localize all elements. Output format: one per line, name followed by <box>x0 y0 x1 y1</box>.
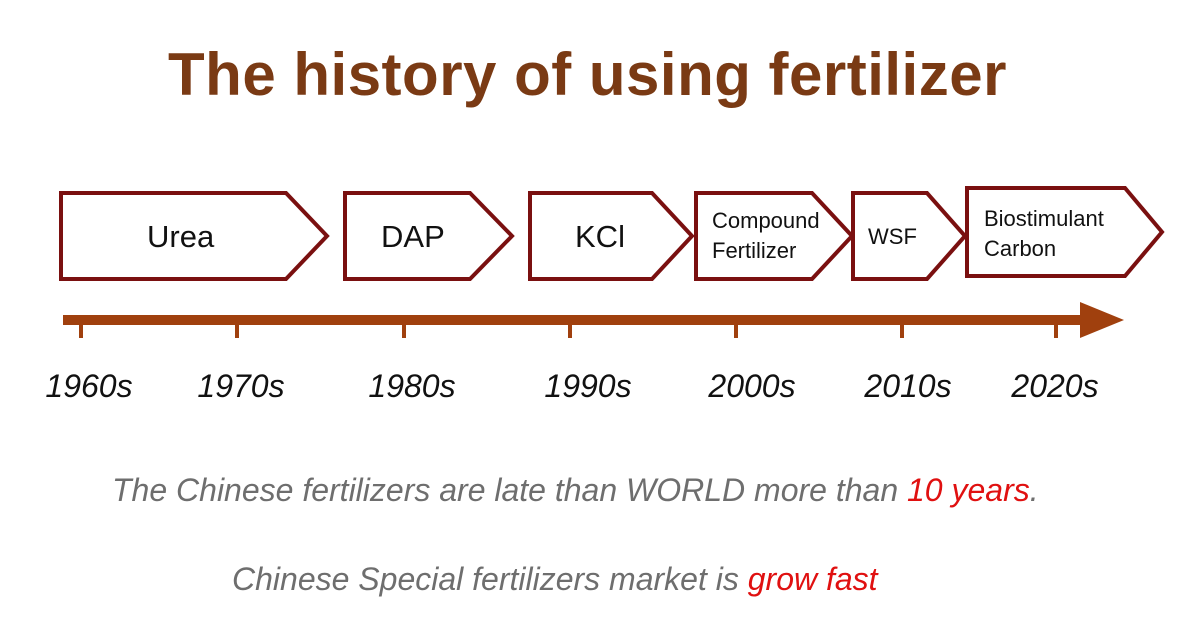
note-ten-years-highlight: 10 years <box>907 472 1030 508</box>
stage-label-compound: Compound Fertilizer <box>712 206 820 266</box>
stage-label-wsf: WSF <box>868 224 917 249</box>
stage-chevron-dap <box>343 191 515 281</box>
decade-label-2020s: 2020s <box>1011 368 1099 404</box>
tick-1970s <box>235 320 239 338</box>
note-grow-fast: Chinese Special fertilizers market is gr… <box>232 561 878 598</box>
stage-chevron-wsf <box>851 191 968 281</box>
stage-label-urea: Urea <box>147 219 215 254</box>
stage-label-biostimulant: Biostimulant Carbon <box>984 204 1104 264</box>
note-grow-fast-highlight: grow fast <box>747 561 878 597</box>
tick-2010s <box>900 320 904 338</box>
decade-label-2010s: 2010s <box>864 368 952 404</box>
tick-1990s <box>568 320 572 338</box>
timeline-arrowhead <box>1080 302 1124 338</box>
tick-2020s <box>1054 320 1058 338</box>
stage-label-compound-line2: Fertilizer <box>712 238 797 263</box>
decade-label-1970s: 1970s <box>197 368 285 404</box>
timeline-axis-bar <box>63 315 1083 325</box>
stage-label-kcl: KCl <box>575 219 625 254</box>
stage-label-biostimulant-line2: Carbon <box>984 236 1057 261</box>
stage-chevron-kcl <box>528 191 695 281</box>
decade-label-1980s: 1980s <box>368 368 456 404</box>
stage-chevron-compound <box>694 191 855 281</box>
tick-2000s <box>734 320 738 338</box>
tick-1980s <box>402 320 406 338</box>
stage-label-biostimulant-line1: Biostimulant <box>984 206 1104 231</box>
stage-chevron-urea <box>59 191 330 281</box>
note-late-than-world-period: . <box>1029 472 1039 508</box>
note-late-than-world: The Chinese fertilizers are late than WO… <box>112 472 1039 509</box>
decade-label-2000s: 2000s <box>708 368 796 404</box>
stage-label-compound-line1: Compound <box>712 208 820 233</box>
note-late-than-world-text: The Chinese fertilizers are late than WO… <box>112 472 907 508</box>
page-title: The history of using fertilizer <box>168 41 1007 108</box>
decade-label-1960s: 1960s <box>45 368 133 404</box>
tick-1960s <box>79 320 83 338</box>
decade-label-1990s: 1990s <box>544 368 632 404</box>
stage-label-dap: DAP <box>381 219 445 254</box>
note-grow-fast-text: Chinese Special fertilizers market is <box>232 561 748 597</box>
stage-chevron-biostimulant <box>965 186 1165 278</box>
